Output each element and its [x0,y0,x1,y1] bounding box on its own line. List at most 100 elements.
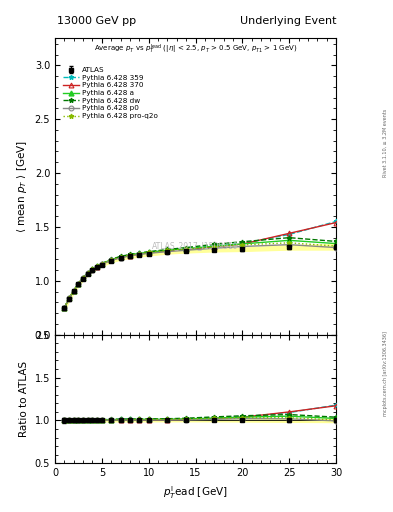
Pythia 6.428 p0 [128,253,132,259]
Pythia 6.428 359 [62,305,67,311]
Pythia 6.428 dw [240,239,245,245]
Pythia 6.428 359 [95,263,99,269]
Text: 13000 GeV pp: 13000 GeV pp [57,15,136,26]
Pythia 6.428 a [137,250,142,257]
Y-axis label: $\langle$ mean $p_T$ $\rangle$ [GeV]: $\langle$ mean $p_T$ $\rangle$ [GeV] [15,140,29,233]
Pythia 6.428 p0 [109,258,114,264]
Pythia 6.428 pro-q2o [184,246,189,252]
Pythia 6.428 a [165,247,170,253]
Pythia 6.428 pro-q2o [334,243,338,249]
Pythia 6.428 p0 [146,250,151,257]
Pythia 6.428 359 [137,250,142,257]
Line: Pythia 6.428 359: Pythia 6.428 359 [62,219,338,310]
Pythia 6.428 a [334,241,338,247]
Pythia 6.428 pro-q2o [85,270,90,276]
Pythia 6.428 dw [85,270,90,276]
Pythia 6.428 370 [72,288,76,294]
Pythia 6.428 dw [109,256,114,262]
Pythia 6.428 a [85,270,90,276]
Pythia 6.428 p0 [240,243,245,249]
Y-axis label: Ratio to ATLAS: Ratio to ATLAS [19,361,29,437]
Pythia 6.428 359 [90,266,95,272]
Pythia 6.428 p0 [137,251,142,258]
Pythia 6.428 dw [81,274,86,281]
Pythia 6.428 370 [128,252,132,259]
Pythia 6.428 pro-q2o [62,305,67,311]
Pythia 6.428 370 [81,274,86,281]
Pythia 6.428 370 [109,257,114,263]
Pythia 6.428 a [81,274,86,281]
Pythia 6.428 370 [118,254,123,261]
Pythia 6.428 p0 [287,242,292,248]
Pythia 6.428 359 [165,247,170,253]
Pythia 6.428 pro-q2o [81,274,86,281]
Pythia 6.428 370 [165,248,170,254]
Pythia 6.428 pro-q2o [118,254,123,260]
Pythia 6.428 dw [95,263,99,269]
Pythia 6.428 dw [72,288,76,294]
Text: mcplots.cern.ch [arXiv:1306.3436]: mcplots.cern.ch [arXiv:1306.3436] [383,331,387,416]
Pythia 6.428 p0 [62,305,67,311]
Pythia 6.428 359 [72,288,76,294]
Pythia 6.428 p0 [90,267,95,273]
Pythia 6.428 dw [90,266,95,272]
Pythia 6.428 a [67,295,72,302]
Pythia 6.428 p0 [334,245,338,251]
Pythia 6.428 359 [184,246,189,252]
Pythia 6.428 p0 [72,288,76,294]
Pythia 6.428 p0 [67,295,72,302]
Pythia 6.428 p0 [99,261,104,267]
Pythia 6.428 p0 [85,270,90,276]
Pythia 6.428 dw [128,251,132,258]
Pythia 6.428 370 [137,251,142,257]
Text: Rivet 3.1.10, ≥ 3.2M events: Rivet 3.1.10, ≥ 3.2M events [383,109,387,178]
Pythia 6.428 pro-q2o [128,252,132,258]
Line: Pythia 6.428 pro-q2o: Pythia 6.428 pro-q2o [62,241,338,310]
Text: Underlying Event: Underlying Event [239,15,336,26]
Pythia 6.428 a [90,266,95,272]
Pythia 6.428 p0 [76,281,81,287]
Pythia 6.428 370 [85,270,90,276]
Pythia 6.428 dw [184,245,189,251]
Pythia 6.428 a [118,254,123,260]
Pythia 6.428 dw [165,246,170,252]
Line: Pythia 6.428 dw: Pythia 6.428 dw [62,235,338,310]
Pythia 6.428 359 [240,241,245,247]
Pythia 6.428 p0 [118,254,123,261]
Pythia 6.428 a [76,281,81,287]
Pythia 6.428 359 [212,243,217,249]
Pythia 6.428 359 [334,219,338,225]
Pythia 6.428 p0 [165,248,170,254]
Pythia 6.428 pro-q2o [212,244,217,250]
Pythia 6.428 a [146,249,151,255]
Pythia 6.428 pro-q2o [67,295,72,302]
Pythia 6.428 370 [67,295,72,302]
Pythia 6.428 a [184,246,189,252]
Pythia 6.428 359 [76,281,81,287]
Legend: ATLAS, Pythia 6.428 359, Pythia 6.428 370, Pythia 6.428 a, Pythia 6.428 dw, Pyth: ATLAS, Pythia 6.428 359, Pythia 6.428 37… [61,66,159,120]
Pythia 6.428 359 [99,261,104,267]
X-axis label: $p_T^{\rm l}$ead [GeV]: $p_T^{\rm l}$ead [GeV] [163,484,228,501]
Pythia 6.428 359 [146,249,151,255]
Pythia 6.428 359 [67,295,72,302]
Pythia 6.428 370 [99,261,104,267]
Pythia 6.428 359 [109,257,114,263]
Pythia 6.428 370 [212,244,217,250]
Pythia 6.428 pro-q2o [90,266,95,272]
Pythia 6.428 dw [146,249,151,255]
Pythia 6.428 pro-q2o [76,281,81,287]
Pythia 6.428 dw [118,253,123,260]
Pythia 6.428 359 [128,252,132,258]
Pythia 6.428 370 [334,220,338,226]
Pythia 6.428 pro-q2o [95,263,99,269]
Pythia 6.428 pro-q2o [165,247,170,253]
Pythia 6.428 dw [99,261,104,267]
Pythia 6.428 370 [76,281,81,287]
Pythia 6.428 a [287,237,292,243]
Pythia 6.428 370 [287,230,292,237]
Pythia 6.428 p0 [95,264,99,270]
Pythia 6.428 pro-q2o [137,250,142,257]
Pythia 6.428 a [128,252,132,258]
Pythia 6.428 370 [95,264,99,270]
Pythia 6.428 359 [118,254,123,260]
